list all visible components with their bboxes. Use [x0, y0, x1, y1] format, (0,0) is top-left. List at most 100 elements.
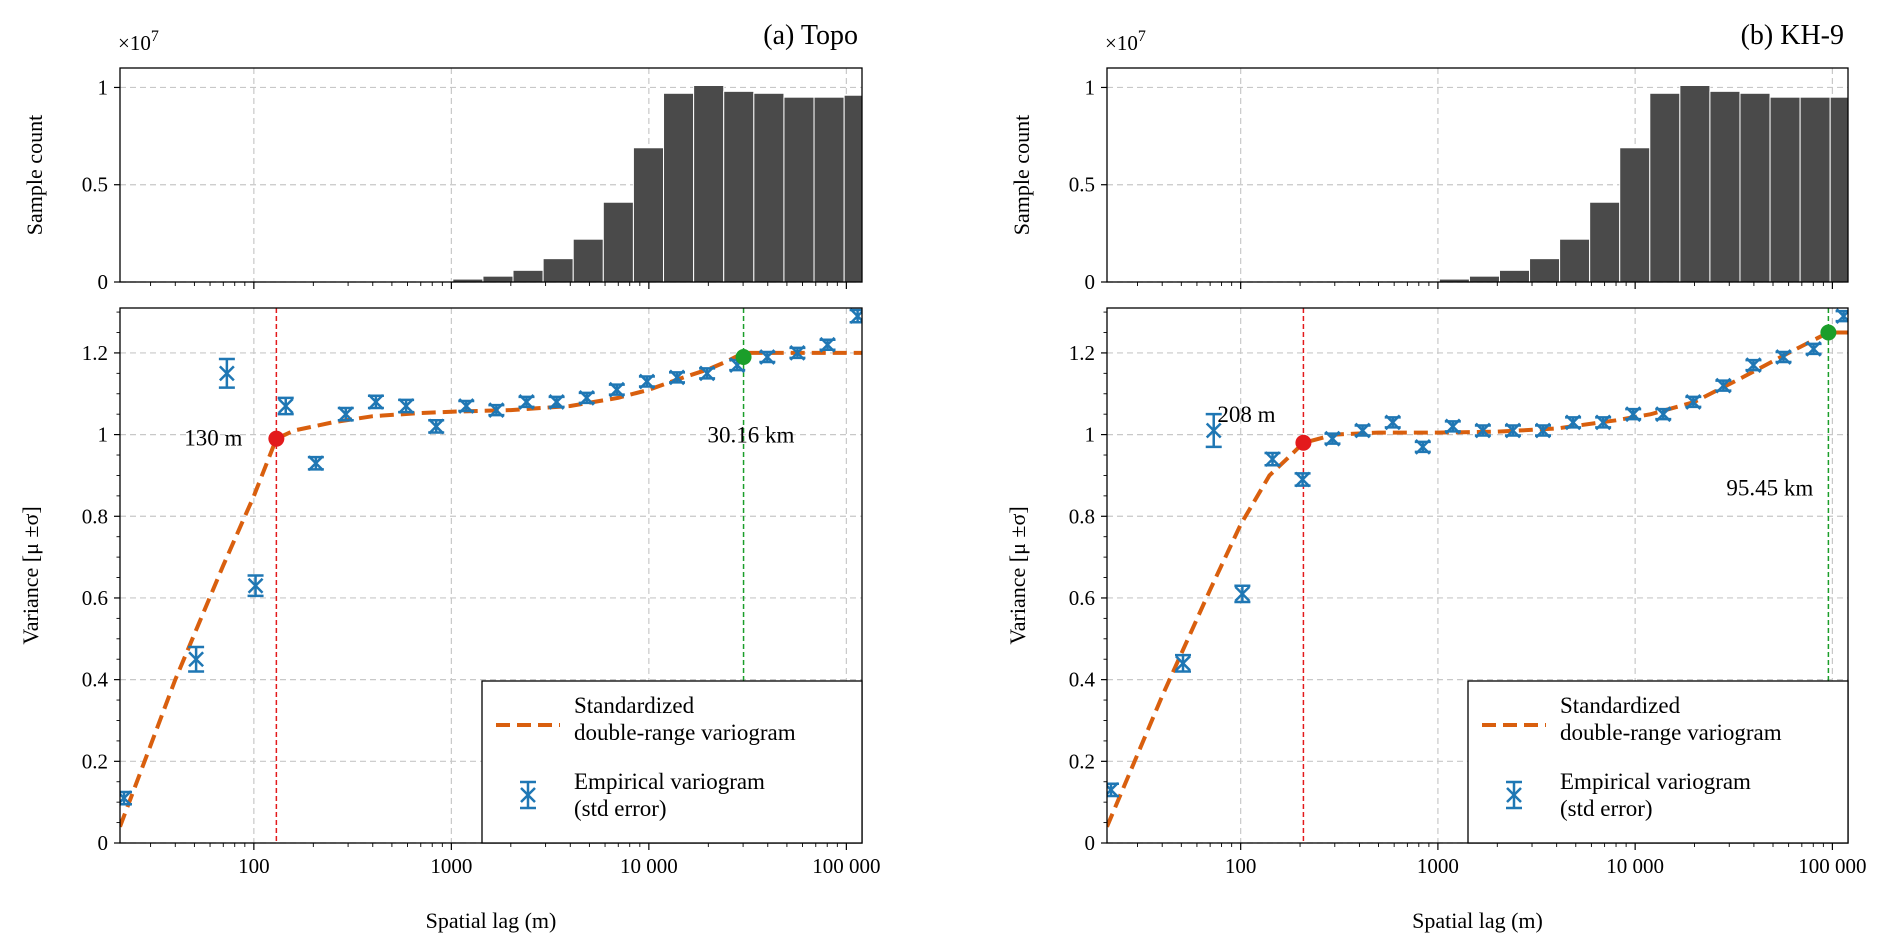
empirical-point [638, 373, 655, 390]
histogram-bar [602, 201, 634, 282]
histogram-bar [1559, 238, 1591, 282]
empirical-point [488, 402, 505, 418]
histogram-frame [1106, 67, 1849, 283]
empirical-point [1595, 414, 1612, 431]
empirical-point [1205, 412, 1222, 449]
histogram-bar [1529, 258, 1561, 282]
variogram-axes: 130 m 30.16 km 0 0.2 0.4 0.6 0.8 1 1.2 100 1000 10 … [18, 307, 880, 933]
panel-kh9: 0 0.5 1 ×107 (b) KH-9 Sample count 208 m 95.45 … [1005, 20, 1867, 933]
range1-label: 130 m [184, 426, 242, 451]
empirical-point [669, 369, 686, 386]
histogram-bars [1408, 85, 1848, 282]
x-tick-label: 100 [1225, 854, 1257, 878]
y-tick-label: 0 [98, 831, 109, 855]
histogram-bar [572, 238, 604, 282]
histogram-bars [422, 85, 862, 282]
range2-marker [1820, 324, 1837, 341]
y-tick-label: 0.8 [82, 504, 108, 528]
histogram-bar [1589, 201, 1621, 282]
x-tick-label: 10 000 [1606, 854, 1664, 878]
empirical-point [1474, 422, 1491, 439]
variogram-plot-area [120, 308, 862, 843]
histogram-bar [1769, 96, 1801, 282]
y-tick-label: 0.5 [1069, 173, 1095, 197]
legend-empirical-swatch [1506, 780, 1522, 810]
y-tick-label: 1 [98, 75, 109, 99]
histogram-bar [783, 96, 815, 282]
histogram-bar [482, 275, 514, 282]
panel-title: (a) Topo [763, 20, 858, 51]
empirical-point [1775, 349, 1792, 365]
variogram-ylabel: Variance [μ ±σ] [1005, 506, 1030, 644]
empirical-point [759, 349, 776, 365]
empirical-point [1504, 422, 1521, 439]
y-tick-label: 0.4 [82, 668, 109, 692]
empirical-point [1685, 394, 1702, 410]
legend-empirical-label-2: (std error) [1560, 796, 1653, 821]
histogram-bar [542, 258, 574, 282]
y-tick-label: 1.2 [82, 341, 108, 365]
empirical-point [218, 357, 235, 389]
variogram-plot-area [1107, 308, 1848, 843]
hist-multiplier: ×107 [1105, 28, 1146, 55]
y-tick-label: 1 [98, 423, 109, 447]
x-tick-label: 10 000 [620, 854, 678, 878]
hist-multiplier: ×107 [118, 28, 159, 55]
histogram-bar [1498, 269, 1531, 282]
range2-marker [735, 349, 752, 366]
histogram-axes: 0 0.5 1 ×107 (a) Topo Sample count [22, 20, 863, 294]
empirical-point [1535, 422, 1552, 439]
x-tick-label: 100 000 [812, 854, 880, 878]
empirical-point [120, 790, 132, 806]
empirical-point [849, 308, 862, 325]
empirical-point [367, 394, 384, 410]
histogram-bar [813, 96, 845, 282]
y-tick-label: 0.2 [82, 749, 108, 773]
legend-model-label-1: Standardized [574, 693, 695, 718]
empirical-point [1414, 438, 1431, 455]
empirical-point [247, 574, 264, 598]
x-axis-label: Spatial lag (m) [1412, 908, 1543, 933]
hist-ylabel: Sample count [1009, 115, 1034, 235]
empirical-point [1655, 406, 1672, 423]
y-tick-label: 0 [1085, 270, 1096, 294]
x-axis-label: Spatial lag (m) [426, 908, 557, 933]
y-tick-label: 0.2 [1069, 749, 1095, 773]
empirical-point [548, 394, 565, 410]
variogram-axes: 208 m 95.45 km 0 0.2 0.4 0.6 0.8 1 1.2 100 1000 10 … [1005, 307, 1867, 933]
x-tick-label: 100 000 [1798, 854, 1866, 878]
empirical-point [1107, 782, 1119, 798]
empirical-point [1745, 357, 1762, 374]
legend-empirical-label-1: Empirical variogram [1560, 769, 1751, 794]
histogram-bar [1649, 92, 1681, 282]
empirical-point [1354, 422, 1371, 439]
empirical-point [1175, 653, 1192, 673]
empirical-point [1805, 340, 1822, 357]
model-variogram-line [1107, 330, 1848, 828]
panel-topo: 0 0.5 1 ×107 (a) Topo Sample count 130 m 30.16 … [18, 20, 880, 933]
histogram-bar [1739, 92, 1771, 282]
empirical-point [337, 406, 354, 423]
range1-label: 208 m [1217, 402, 1275, 427]
empirical-point [307, 455, 324, 472]
empirical-point [1625, 406, 1642, 423]
empirical-point [1715, 377, 1732, 394]
histogram-bar [512, 269, 544, 282]
empirical-point [1565, 414, 1582, 431]
empirical-point [277, 396, 294, 416]
y-tick-label: 0 [1085, 831, 1096, 855]
histogram-bar [1829, 96, 1848, 282]
histogram-bar [753, 92, 785, 282]
legend-empirical-swatch [520, 780, 536, 810]
model-variogram-line [120, 350, 862, 828]
hist-ylabel: Sample count [22, 115, 47, 235]
empirical-point [1264, 451, 1281, 467]
legend-model-label-2: double-range variogram [574, 720, 796, 745]
empirical-point [458, 398, 475, 414]
empirical-point [1234, 584, 1251, 604]
y-tick-label: 1 [1085, 423, 1096, 447]
legend-empirical-label-1: Empirical variogram [574, 769, 765, 794]
